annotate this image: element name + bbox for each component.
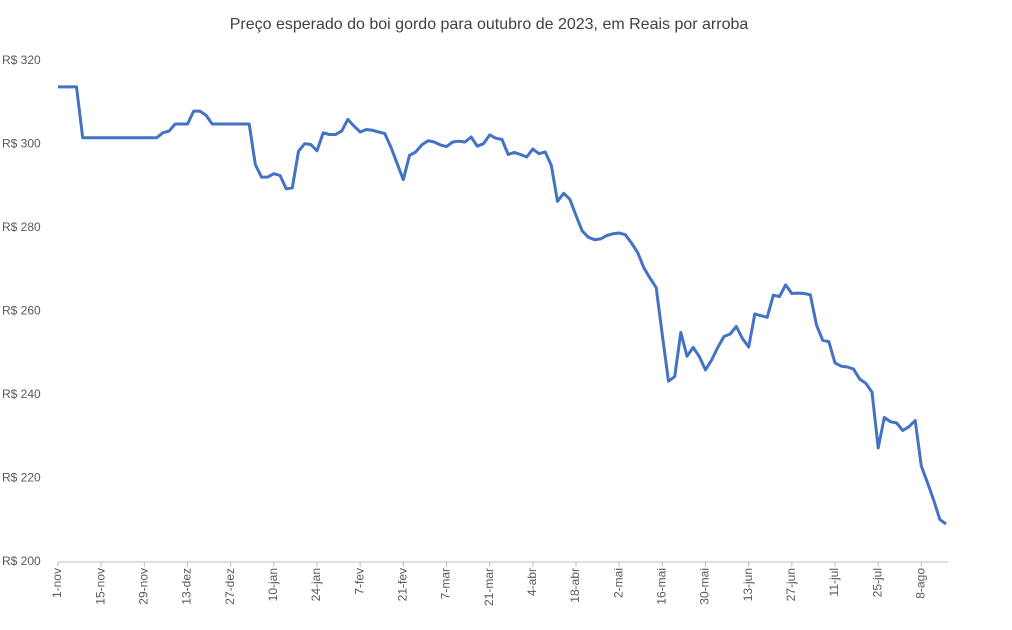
y-tick-label: R$ 300 xyxy=(2,137,41,151)
x-tick-label: 21-mar xyxy=(482,568,496,606)
y-tick-label: R$ 200 xyxy=(2,554,41,568)
x-tick-label: 21-fev xyxy=(396,568,410,601)
x-tick-label: 7-mar xyxy=(439,568,453,599)
x-tick-label: 29-nov xyxy=(137,568,151,605)
x-tick-label: 11-jul xyxy=(827,568,841,596)
x-tick-label: 15-nov xyxy=(93,568,107,605)
x-tick-label: 18-abr xyxy=(568,568,582,603)
x-tick-label: 27-jun xyxy=(784,568,798,601)
y-tick-label: R$ 260 xyxy=(2,304,41,318)
x-tick-label: 30-mai xyxy=(698,568,712,605)
y-tick-label: R$ 220 xyxy=(2,471,41,485)
x-tick-label: 13-jun xyxy=(741,568,755,601)
x-tick-label: 13-dez xyxy=(180,568,194,605)
x-tick-label: 24-jan xyxy=(309,568,323,601)
price-line xyxy=(58,85,947,526)
x-tick-label: 8-ago xyxy=(914,568,928,599)
x-tick-label: 1-nov xyxy=(50,568,64,598)
x-tick-label: 25-jul xyxy=(870,568,884,597)
y-tick-label: R$ 320 xyxy=(2,53,41,67)
x-tick-label: 16-mai xyxy=(655,568,669,605)
x-tick-label: 2-mai xyxy=(611,568,625,598)
x-tick-label: 4-abr xyxy=(525,568,539,596)
chart-title: Preço esperado do boi gordo para outubro… xyxy=(230,16,749,33)
x-tick-label: 27-dez xyxy=(223,568,237,605)
x-tick-label: 7-fev xyxy=(352,568,366,595)
x-tick-label: 10-jan xyxy=(266,568,280,601)
y-tick-label: R$ 240 xyxy=(2,387,41,401)
y-tick-label: R$ 280 xyxy=(2,220,41,234)
